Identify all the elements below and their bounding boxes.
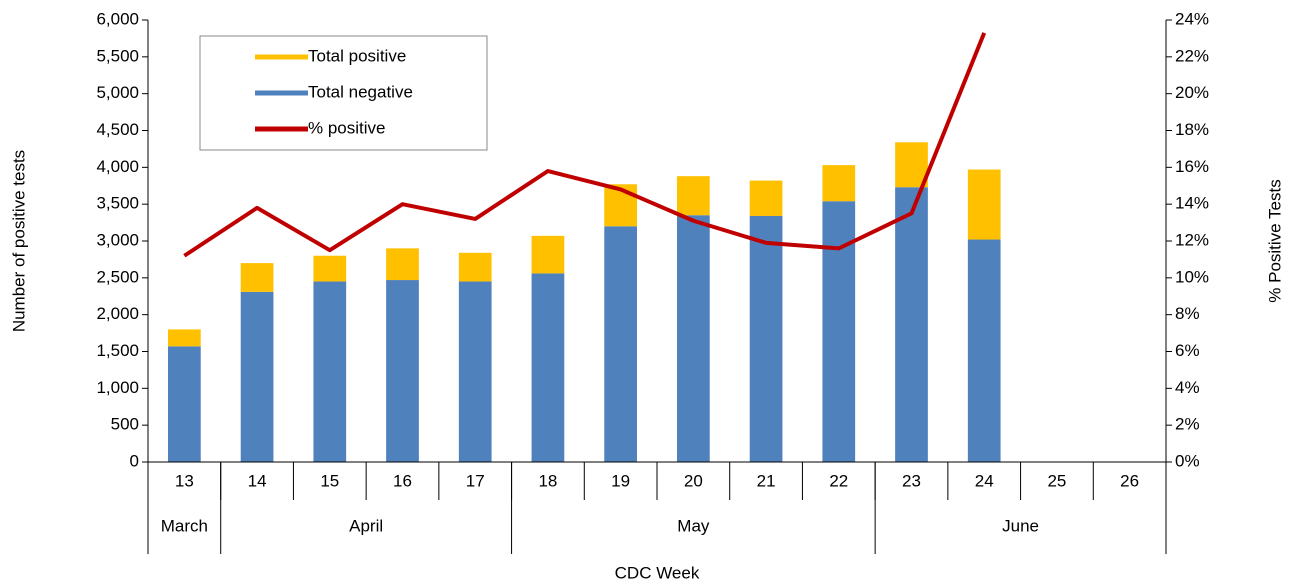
x-tick-label: 23 [902,471,921,490]
legend-label: % positive [308,118,385,137]
bar [531,273,565,462]
x-tick-label: 13 [175,471,194,490]
y2-tick-label: 8% [1175,304,1200,323]
bar [676,176,710,216]
bar [749,215,783,462]
bar [822,201,856,462]
x-tick-label: 15 [320,471,339,490]
x-tick-label: 26 [1120,471,1139,490]
y2-tick-label: 24% [1175,9,1209,28]
y-tick-label: 2,500 [96,267,139,286]
y-tick-label: 6,000 [96,9,139,28]
x-axis-title: CDC Week [615,563,700,582]
bar [676,215,710,462]
x-tick-label: 19 [611,471,630,490]
bar [386,248,419,281]
legend-label: Total negative [308,82,413,101]
y-tick-label: 1,000 [96,378,139,397]
y-tick-label: 500 [111,415,139,434]
line-series [183,32,987,258]
x-tick-label: 18 [538,471,557,490]
bar [313,255,347,282]
x-tick-label: 22 [829,471,848,490]
bar [531,235,565,274]
x-tick-label: 20 [684,471,703,490]
y-tick-label: 4,000 [96,157,139,176]
y-tick-label: 0 [130,451,139,470]
bar [458,281,492,462]
x-tick-label: 16 [393,471,412,490]
bar [167,329,201,347]
bar [386,280,419,462]
bar [967,239,1001,462]
y2-tick-label: 12% [1175,230,1209,249]
y2-tick-label: 6% [1175,341,1200,360]
bar [822,165,856,202]
legend-box [199,35,488,151]
y-tick-label: 1,500 [96,341,139,360]
x-tick-label: 17 [466,471,485,490]
x-tick-label: 14 [248,471,267,490]
y-axis-title: Number of positive tests [9,150,28,332]
group-label: April [349,516,383,535]
y2-tick-label: 18% [1175,120,1209,139]
y2-axis-title: % Positive Tests [1265,179,1284,302]
y2-tick-label: 2% [1175,415,1200,434]
bar [240,263,274,292]
y-tick-label: 4,500 [96,120,139,139]
legend-label: Total positive [308,46,406,65]
y2-tick-label: 22% [1175,46,1209,65]
y-tick-label: 3,000 [96,230,139,249]
bar [458,252,492,282]
y2-tick-label: 4% [1175,378,1200,397]
bar [967,169,1001,240]
bar [313,281,347,462]
y2-tick-label: 0% [1175,451,1200,470]
y2-tick-label: 20% [1175,83,1209,102]
y-tick-label: 5,000 [96,83,139,102]
bar [749,180,783,216]
x-tick-label: 21 [757,471,776,490]
bar [895,187,928,462]
y-tick-label: 3,500 [96,194,139,213]
y-tick-label: 2,000 [96,304,139,323]
bar [167,346,201,462]
bar [604,226,638,462]
group-label: May [677,516,710,535]
group-label: June [1002,516,1039,535]
bar [895,142,928,188]
bar [240,291,274,462]
y-tick-label: 5,500 [96,46,139,65]
y2-tick-label: 10% [1175,267,1209,286]
y2-tick-label: 14% [1175,194,1209,213]
y2-tick-label: 16% [1175,157,1209,176]
x-tick-label: 24 [975,471,994,490]
group-label: March [161,516,208,535]
x-tick-label: 25 [1047,471,1066,490]
